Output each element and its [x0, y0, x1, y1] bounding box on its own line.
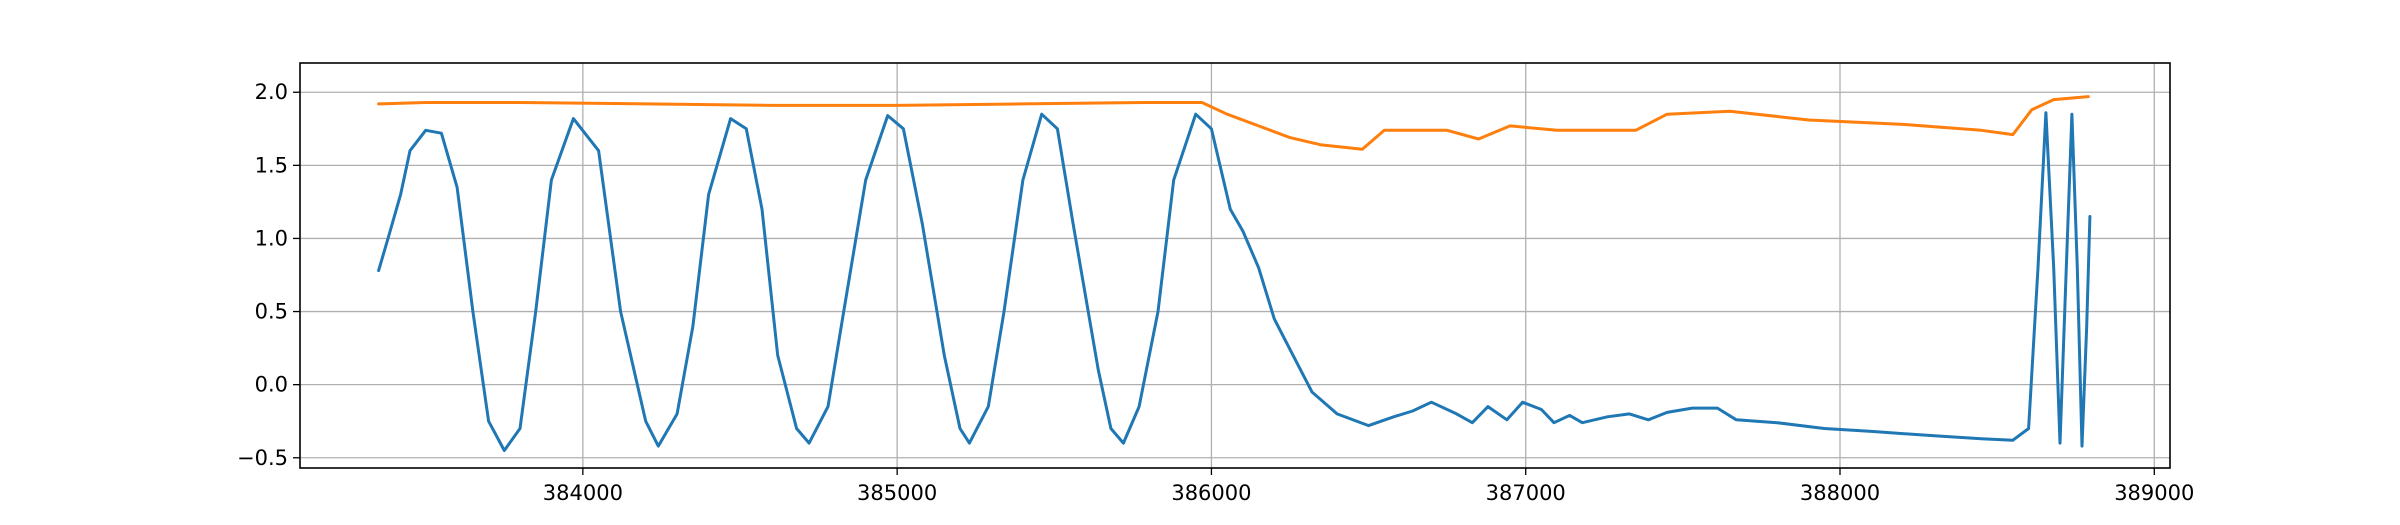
x-tick-label: 389000	[2114, 481, 2194, 505]
y-tick-label: 0.0	[255, 373, 288, 397]
plot-area-frame	[299, 62, 2171, 469]
x-tick-label: 388000	[1800, 481, 1880, 505]
y-tick-label: 1.0	[255, 226, 288, 250]
x-tick-label: 387000	[1486, 481, 1566, 505]
axis-ticks: 384000 385000 386000 387000 388000 389000 −0.5…	[237, 80, 2194, 505]
x-tick-label: 386000	[1171, 481, 1251, 505]
y-tick-label: −0.5	[237, 446, 288, 470]
series-line-1	[377, 111, 2092, 452]
x-tick-label: 385000	[857, 481, 937, 505]
x-tick-label: 384000	[543, 481, 623, 505]
series-line-2	[377, 95, 2090, 151]
grid	[300, 63, 2170, 468]
y-tick-label: 2.0	[255, 80, 288, 104]
y-tick-label: 0.5	[255, 300, 288, 324]
y-tick-label: 1.5	[255, 153, 288, 177]
series-lines	[377, 95, 2092, 452]
